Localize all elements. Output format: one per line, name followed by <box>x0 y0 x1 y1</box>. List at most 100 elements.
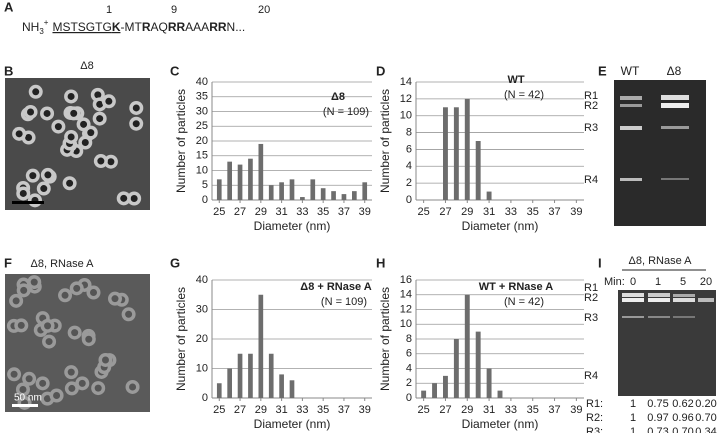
time: 20 <box>700 276 712 288</box>
panel-label: F <box>4 255 12 270</box>
particle-core <box>129 383 137 391</box>
bar <box>216 383 222 398</box>
seq-part: AAA <box>185 20 209 34</box>
y-tick-label: 6 <box>406 143 412 155</box>
gel <box>618 290 716 396</box>
y-tick-label: 25 <box>196 120 208 132</box>
time: 1 <box>655 276 661 288</box>
y-axis-label: Number of particles <box>378 287 392 391</box>
y-tick-label: 0 <box>202 194 208 206</box>
x-tick-label: 33 <box>505 206 517 218</box>
band <box>620 96 642 100</box>
x-tick-label: 31 <box>275 206 287 218</box>
chart-subtitle: (N = 109) <box>323 106 369 118</box>
micrograph <box>5 78 150 210</box>
particle-core <box>71 329 79 337</box>
table-cell: 1 <box>630 398 636 410</box>
x-tick-label: 35 <box>317 206 329 218</box>
band <box>673 294 695 297</box>
x-tick-label: 25 <box>213 206 225 218</box>
particle-core <box>87 129 95 137</box>
particle-core <box>66 179 74 187</box>
particle-core <box>101 356 109 364</box>
y-tick-label: 0 <box>202 392 208 404</box>
x-tick-label: 25 <box>213 404 225 416</box>
x-tick-label: 27 <box>234 404 246 416</box>
bar <box>443 375 448 398</box>
y-tick-label: 20 <box>196 135 208 147</box>
particle-core <box>67 368 75 376</box>
bar <box>453 107 459 200</box>
y-tick-label: 14 <box>400 289 412 301</box>
bar <box>279 374 284 398</box>
lane-label: Δ8 <box>667 64 682 78</box>
x-tick-label: 25 <box>418 404 430 416</box>
particle-core <box>81 139 89 147</box>
table-cell: 1 <box>630 426 636 433</box>
chart-title: Δ8 + RNase A <box>300 281 371 293</box>
x-tick-label: 29 <box>461 404 473 416</box>
seq-part: 3 <box>39 27 44 36</box>
particle-core <box>96 115 104 123</box>
bar <box>432 383 437 398</box>
particle-core <box>43 395 51 403</box>
bar <box>227 368 232 398</box>
panel-label: I <box>598 255 602 270</box>
x-tick-label: 35 <box>317 404 329 416</box>
particle-core <box>40 185 48 193</box>
particle-core <box>32 88 40 96</box>
particle-core <box>10 370 18 378</box>
scale-bar-label: 50 nm <box>14 393 42 404</box>
y-tick-label: 40 <box>196 274 208 286</box>
table-cell: 0.97 <box>647 412 668 424</box>
table-cell: 0.73 <box>647 426 668 433</box>
y-tick-label: 12 <box>400 303 412 315</box>
time: 5 <box>680 276 686 288</box>
bar <box>237 164 243 200</box>
x-tick-label: 37 <box>338 404 350 416</box>
band-label: R4 <box>584 370 598 382</box>
y-tick-label: 30 <box>196 105 208 117</box>
particle-core <box>80 120 88 128</box>
micrograph-title: Δ8, RNase A <box>31 258 95 270</box>
bar <box>362 182 368 200</box>
sequence: NH3+ MSTSGTGK-MTRAQRRAAARRN... <box>22 18 245 36</box>
bar <box>248 158 253 200</box>
bar <box>237 353 243 398</box>
panel-label: B <box>4 63 13 78</box>
x-tick-label: 35 <box>527 206 539 218</box>
band <box>698 298 714 302</box>
particle-core <box>67 92 75 100</box>
bar <box>289 380 295 398</box>
time: 0 <box>630 276 636 288</box>
lane-label: WT <box>621 64 640 78</box>
y-tick-label: 4 <box>406 160 412 172</box>
panel-label: A <box>4 0 14 14</box>
band <box>673 298 695 302</box>
y-tick-label: 20 <box>196 333 208 345</box>
x-tick-label: 25 <box>418 206 430 218</box>
x-axis-label: Diameter (nm) <box>254 219 331 233</box>
x-tick-label: 37 <box>548 206 560 218</box>
particle-core <box>94 384 102 392</box>
particle-core <box>94 91 102 99</box>
particle-core <box>107 158 115 166</box>
panel-label: E <box>598 63 607 78</box>
bar <box>248 353 253 398</box>
particle-core <box>54 123 62 131</box>
particle-core <box>25 134 33 142</box>
y-tick-label: 2 <box>406 377 412 389</box>
gel-title: Δ8, RNase A <box>629 255 693 267</box>
chart-title: WT + RNase A <box>479 281 554 293</box>
x-tick-label: 29 <box>461 206 473 218</box>
chart-subtitle: (N = 42) <box>504 296 544 308</box>
x-tick-label: 35 <box>527 404 539 416</box>
particle-core <box>61 291 69 299</box>
particle-core <box>12 297 20 305</box>
x-tick-label: 39 <box>359 404 371 416</box>
seq-position: 9 <box>171 4 177 16</box>
panel-label: G <box>170 255 180 270</box>
particle-core <box>96 100 104 108</box>
